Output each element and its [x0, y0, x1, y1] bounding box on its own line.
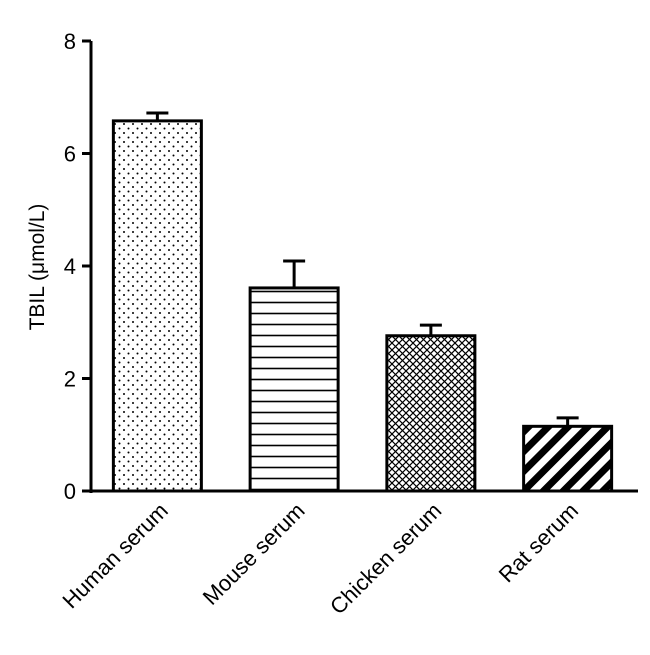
y-axis-title: TBIL (μmol/L) — [26, 204, 49, 331]
x-tick-label: Mouse serum — [198, 498, 310, 610]
y-ticks: 0 2 4 6 8 — [64, 29, 91, 504]
y-tick-label: 0 — [64, 479, 76, 504]
error-bars — [146, 111, 579, 427]
y-tick-label: 6 — [64, 142, 76, 167]
bar-chicken-serum — [385, 334, 477, 493]
y-tick-label: 8 — [64, 29, 76, 54]
bar-mouse-serum — [248, 286, 340, 493]
bar-rat-serum — [522, 424, 614, 493]
y-tick-label: 2 — [64, 367, 76, 392]
x-tick-labels: Human serum Mouse serum Chicken serum Rat s… — [58, 498, 584, 619]
x-tick-label: Rat serum — [494, 498, 583, 587]
y-tick-label: 4 — [64, 254, 76, 279]
bars — [111, 119, 614, 493]
bar-human-serum — [111, 119, 203, 493]
x-tick-label: Human serum — [58, 498, 173, 613]
x-tick-label: Chicken serum — [325, 498, 446, 619]
